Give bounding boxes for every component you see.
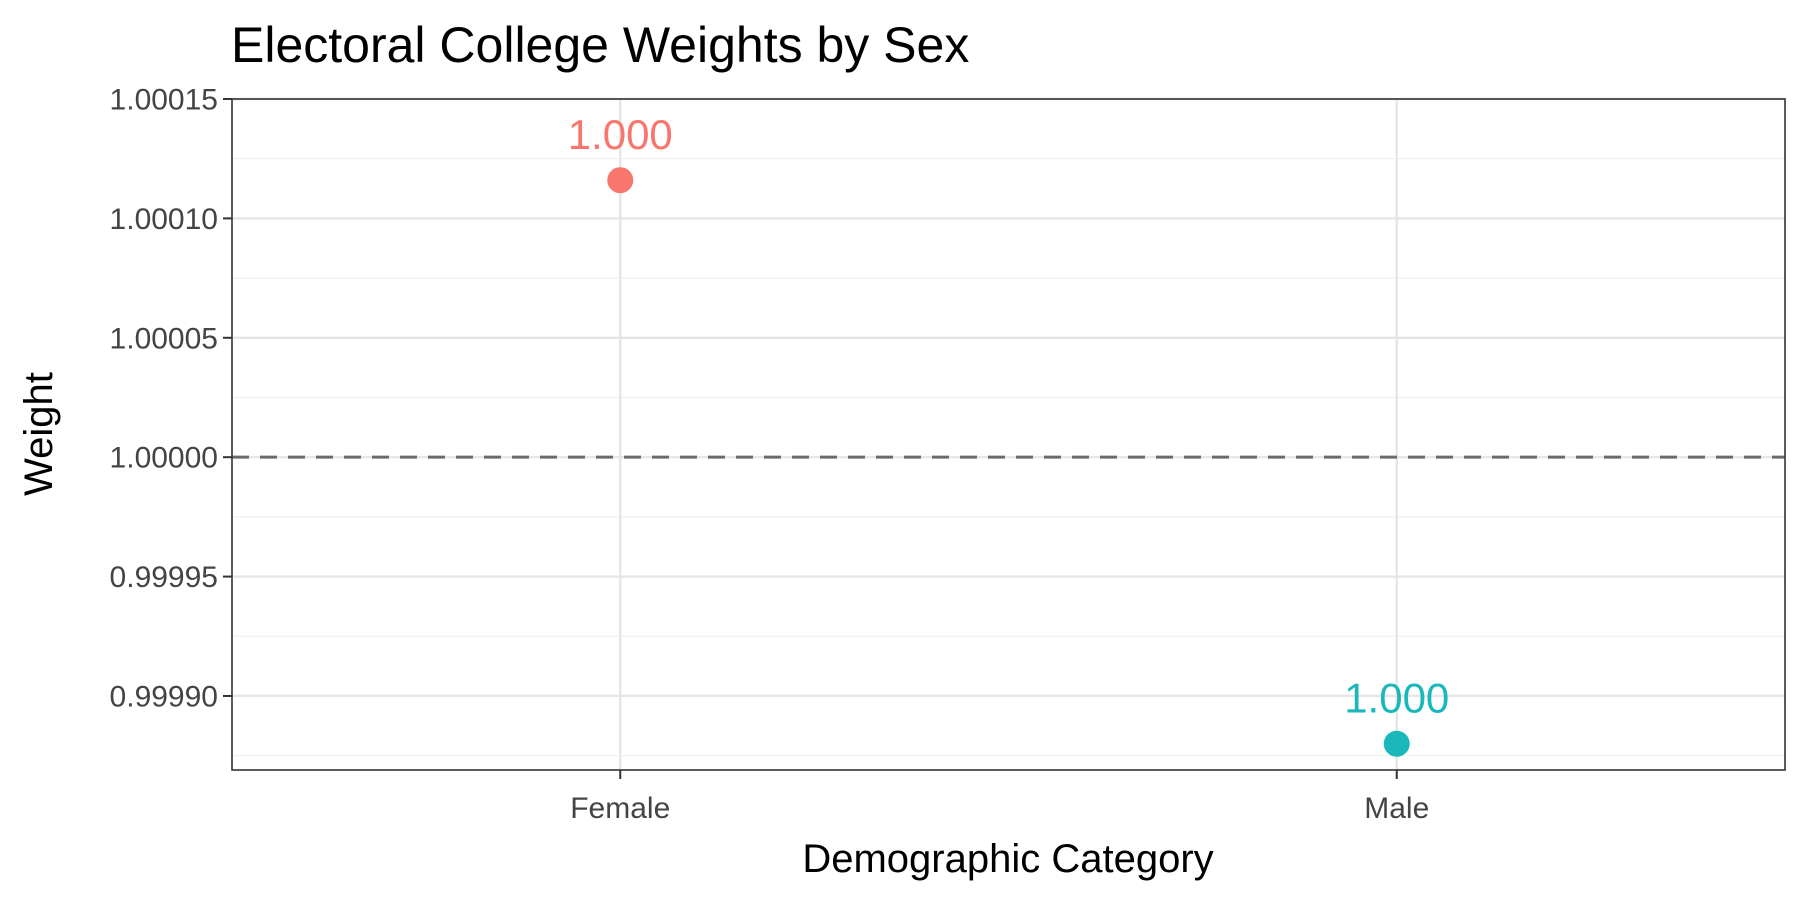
data-point-male: [1383, 730, 1410, 757]
x-axis-title: Demographic Category: [802, 837, 1213, 881]
data-label-male: 1.000: [1344, 675, 1449, 722]
y-tick-label: 1.00005: [110, 322, 218, 355]
x-axis: Female Male: [570, 770, 1429, 825]
data-point-female: [607, 167, 634, 194]
chart-title: Electoral College Weights by Sex: [231, 17, 969, 73]
grid: [232, 97, 1785, 770]
data-points: 1.000 1.000: [568, 111, 1449, 757]
x-tick-label-male: Male: [1364, 792, 1429, 825]
y-tick-label: 1.00015: [110, 84, 218, 117]
y-tick-label: 1.00000: [110, 442, 218, 475]
y-tick-label: 0.99990: [110, 680, 218, 713]
y-axis: 1.00015 1.00010 1.00005 1.00000 0.99995 0.999…: [110, 84, 232, 713]
y-tick-label: 1.00010: [110, 203, 218, 236]
x-tick-label-female: Female: [570, 792, 670, 825]
y-tick-label: 0.99995: [110, 561, 218, 594]
y-axis-title: Weight: [17, 372, 61, 496]
data-label-female: 1.000: [568, 111, 673, 158]
panel-border: [231, 98, 1786, 771]
